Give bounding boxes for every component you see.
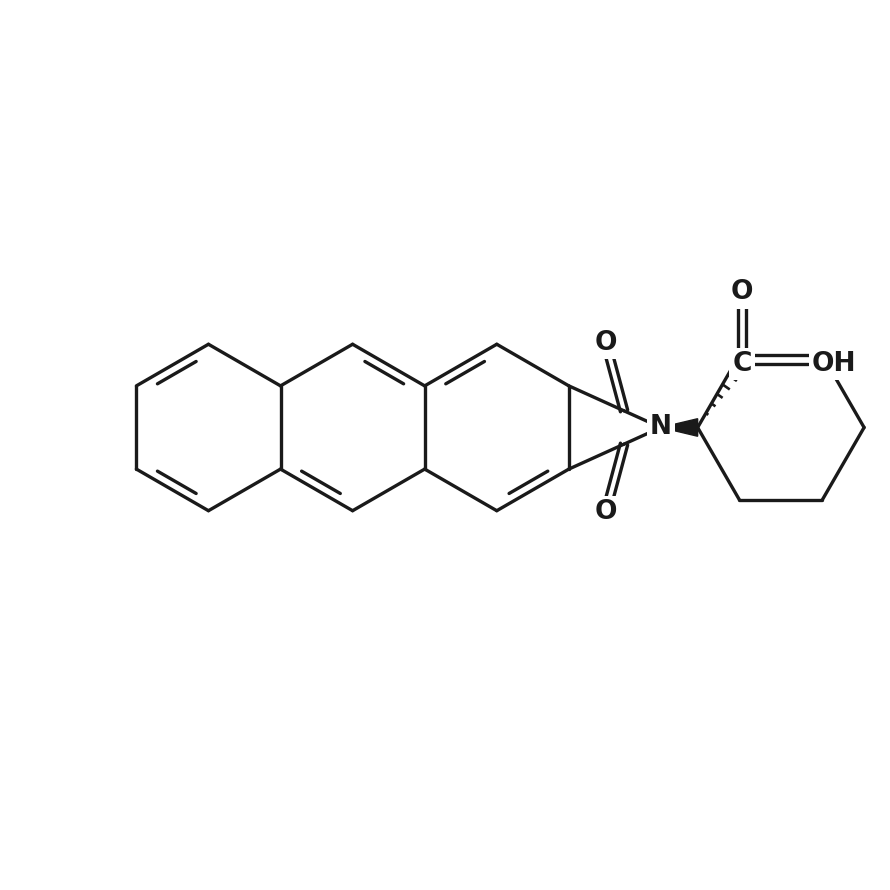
Text: O: O — [595, 498, 617, 525]
Text: N: N — [650, 415, 672, 441]
Text: O: O — [595, 330, 617, 356]
Text: OH: OH — [812, 352, 856, 377]
Polygon shape — [661, 418, 698, 436]
Text: O: O — [731, 279, 753, 305]
Text: C: C — [732, 352, 751, 377]
